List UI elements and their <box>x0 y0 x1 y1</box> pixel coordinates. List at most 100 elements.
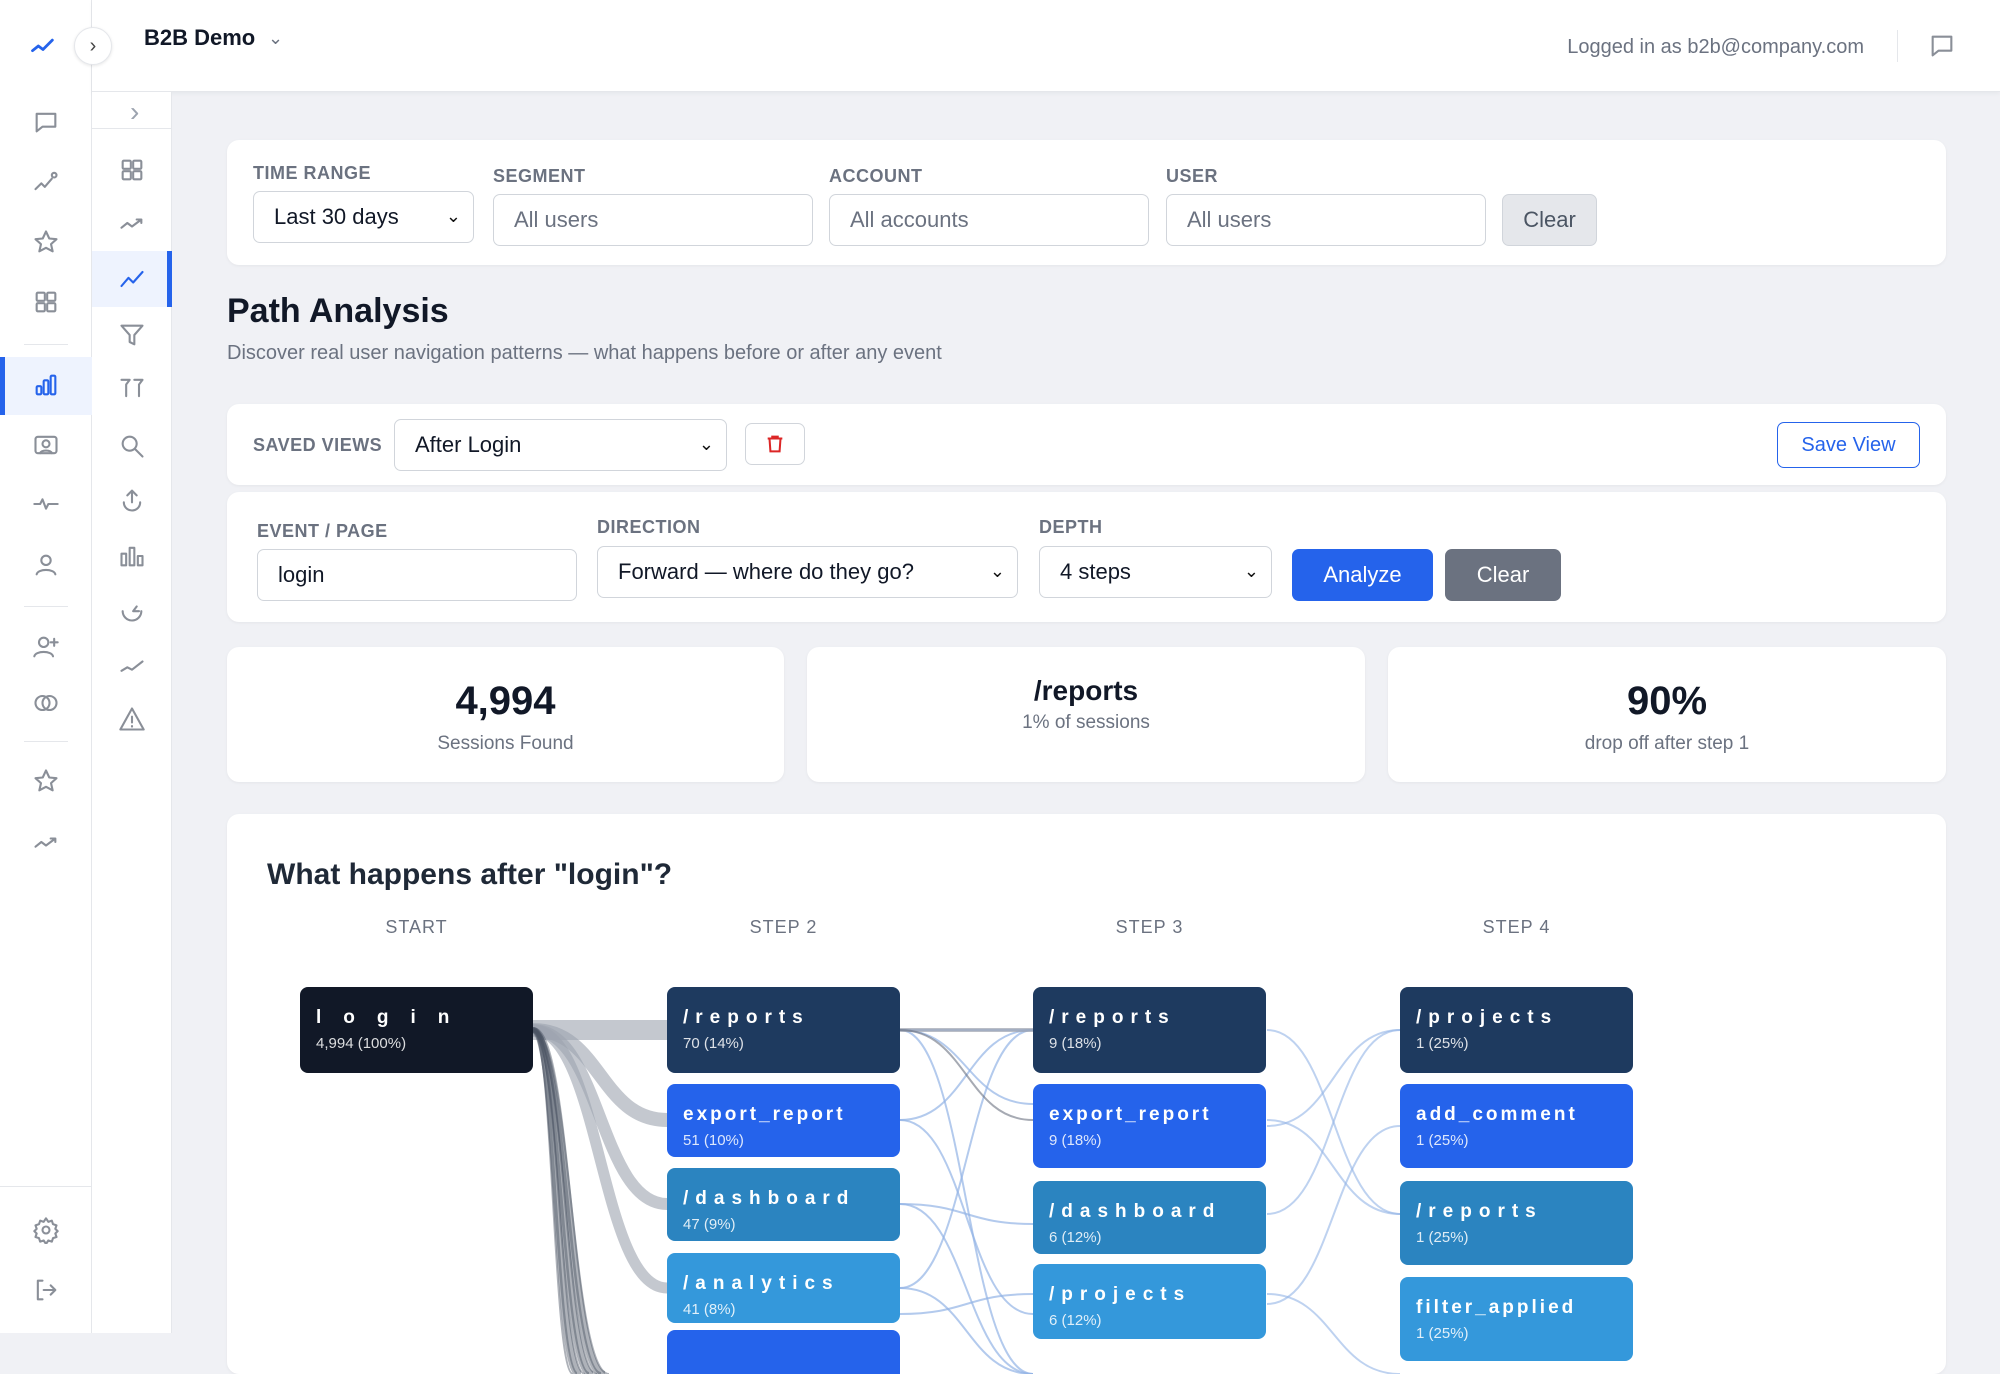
path-node[interactable]: export_report 51 (10%) <box>667 1084 900 1157</box>
depth-select[interactable]: 4 steps ⌄ <box>1039 546 1272 598</box>
query-bar: EVENT / PAGE login DIRECTION Forward — w… <box>227 492 1946 622</box>
path-node[interactable]: login 4,994 (100%) <box>300 987 533 1073</box>
path-link <box>899 1293 1034 1315</box>
chevron-down-icon: ⌄ <box>445 206 461 226</box>
path-node[interactable]: /projects 1 (25%) <box>1400 987 1633 1073</box>
column-header: STEP 4 <box>1482 917 1551 937</box>
path-link <box>1266 1029 1401 1127</box>
path-node[interactable]: /analytics 41 (8%) <box>667 1253 900 1323</box>
sidebar-item-active[interactable] <box>0 357 92 415</box>
account-label: ACCOUNT <box>829 166 923 186</box>
path-node[interactable]: /reports 9 (18%) <box>1033 987 1266 1073</box>
path-node[interactable]: /projects 6 (12%) <box>1033 1264 1266 1339</box>
pulse-icon[interactable] <box>30 488 62 520</box>
user-icon[interactable] <box>30 549 62 581</box>
path-node[interactable]: /dashboard 47 (9%) <box>667 1168 900 1241</box>
path-link <box>899 1203 1034 1374</box>
delete-view-button[interactable] <box>745 423 805 465</box>
stat-label: drop off after step 1 <box>1584 733 1750 754</box>
add-user-icon[interactable] <box>30 631 62 663</box>
line-trend-icon[interactable] <box>116 649 148 681</box>
direction-select[interactable]: Forward — where do they go? ⌄ <box>597 546 1018 598</box>
retention-icon[interactable] <box>116 484 148 516</box>
column-header: START <box>385 917 448 937</box>
overlap-circles-icon[interactable] <box>30 687 62 719</box>
saved-view-value: After Login <box>415 432 522 457</box>
node-label: /reports <box>1049 1007 1176 1028</box>
save-view-button[interactable]: Save View <box>1777 422 1920 468</box>
trending-icon[interactable] <box>30 826 62 858</box>
account-input[interactable]: All accounts <box>829 194 1149 246</box>
event-input[interactable]: login <box>257 549 577 601</box>
node-label: /reports <box>683 1007 810 1028</box>
path-node[interactable]: /reports 70 (14%) <box>667 987 900 1073</box>
trash-icon <box>767 435 783 453</box>
secondary-sidebar: › <box>92 92 172 1333</box>
time-range-select[interactable]: Last 30 days ⌄ <box>253 191 474 243</box>
saved-views-bar: SAVED VIEWS After Login ⌄ Save View <box>227 404 1946 485</box>
star-icon[interactable] <box>30 226 62 258</box>
direction-value: Forward — where do they go? <box>618 559 914 584</box>
node-label: filter_applied <box>1416 1297 1577 1318</box>
split-icon[interactable] <box>116 372 148 404</box>
time-range-value: Last 30 days <box>274 204 399 229</box>
node-label: /projects <box>1416 1007 1559 1028</box>
contact-card-icon[interactable] <box>30 429 62 461</box>
user-input[interactable]: All users <box>1166 194 1486 246</box>
segment-input[interactable]: All users <box>493 194 813 246</box>
path-link <box>1266 1119 1401 1215</box>
time-range-label: TIME RANGE <box>253 163 372 183</box>
trend-up-icon[interactable] <box>116 207 148 239</box>
stat-label: Sessions Found <box>437 733 574 754</box>
workspace-chevron-down-icon[interactable]: ⌄ <box>268 28 284 48</box>
primary-sidebar <box>0 0 92 1333</box>
analyze-button[interactable]: Analyze <box>1292 549 1433 601</box>
path-node[interactable]: export_report 9 (18%) <box>1033 1084 1266 1168</box>
stat-value: 4,994 <box>455 679 556 723</box>
path-node[interactable] <box>667 1330 900 1374</box>
depth-label: DEPTH <box>1039 517 1103 537</box>
logout-icon[interactable] <box>30 1274 62 1306</box>
stat-value: /reports <box>1033 675 1139 706</box>
warning-icon[interactable] <box>116 703 148 735</box>
settings-gear-icon[interactable] <box>30 1214 62 1246</box>
feedback-chat-icon[interactable] <box>1926 30 1958 62</box>
column-header: STEP 3 <box>1115 917 1184 937</box>
moon-arc-icon[interactable] <box>116 594 148 626</box>
grid-icon[interactable] <box>30 286 62 318</box>
clear-filters-button[interactable]: Clear <box>1502 194 1597 246</box>
dashboard-grid-icon[interactable] <box>116 154 148 186</box>
path-analysis-nav-active[interactable] <box>92 251 172 307</box>
funnel-icon[interactable] <box>116 319 148 351</box>
stat-card-top-path: /reports 1% of sessions <box>807 647 1365 782</box>
path-icon[interactable] <box>116 263 148 295</box>
path-node[interactable]: filter_applied 1 (25%) <box>1400 1277 1633 1361</box>
stat-value: 90% <box>1626 679 1708 723</box>
node-label: export_report <box>1049 1104 1212 1125</box>
trend-pin-icon[interactable] <box>30 165 62 197</box>
bar-chart-icon[interactable] <box>30 369 62 401</box>
column-chart-icon[interactable] <box>116 540 148 572</box>
path-node[interactable]: add_comment 1 (25%) <box>1400 1084 1633 1168</box>
node-label: /reports <box>1416 1201 1543 1222</box>
depth-value: 4 steps <box>1060 559 1131 584</box>
node-label: /analytics <box>683 1273 840 1294</box>
saved-views-select[interactable]: After Login ⌄ <box>394 419 727 471</box>
node-value: 70 (14%) <box>683 1035 744 1052</box>
path-node[interactable]: /dashboard 6 (12%) <box>1033 1181 1266 1254</box>
column-header: STEP 2 <box>749 917 818 937</box>
path-node[interactable]: /reports 1 (25%) <box>1400 1181 1633 1265</box>
collapse-chevron-icon[interactable]: › <box>130 96 140 127</box>
clear-query-button[interactable]: Clear <box>1445 549 1561 601</box>
logo-icon[interactable] <box>27 30 59 62</box>
segment-label: SEGMENT <box>493 166 586 186</box>
search-icon[interactable] <box>116 430 148 462</box>
chat-icon[interactable] <box>30 106 62 138</box>
path-link <box>899 1029 1034 1121</box>
path-link <box>532 1024 668 1294</box>
expand-sidebar-button[interactable]: › <box>74 27 112 65</box>
path-chart-card: What happens after "login"? login 4,994 (… <box>227 814 1946 1374</box>
workspace-name[interactable]: B2B Demo <box>144 25 256 50</box>
star-outline-icon[interactable] <box>30 765 62 797</box>
node-value: 51 (10%) <box>683 1132 744 1149</box>
